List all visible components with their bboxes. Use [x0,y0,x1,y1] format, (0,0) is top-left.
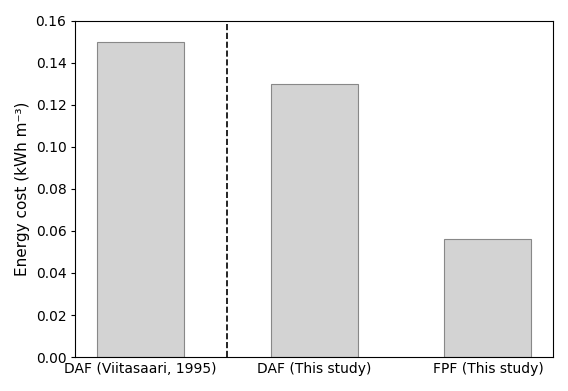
Bar [97,41,184,357]
Bar [445,239,531,357]
Bar [271,84,358,357]
Y-axis label: Energy cost (kWh m⁻³): Energy cost (kWh m⁻³) [15,102,30,276]
